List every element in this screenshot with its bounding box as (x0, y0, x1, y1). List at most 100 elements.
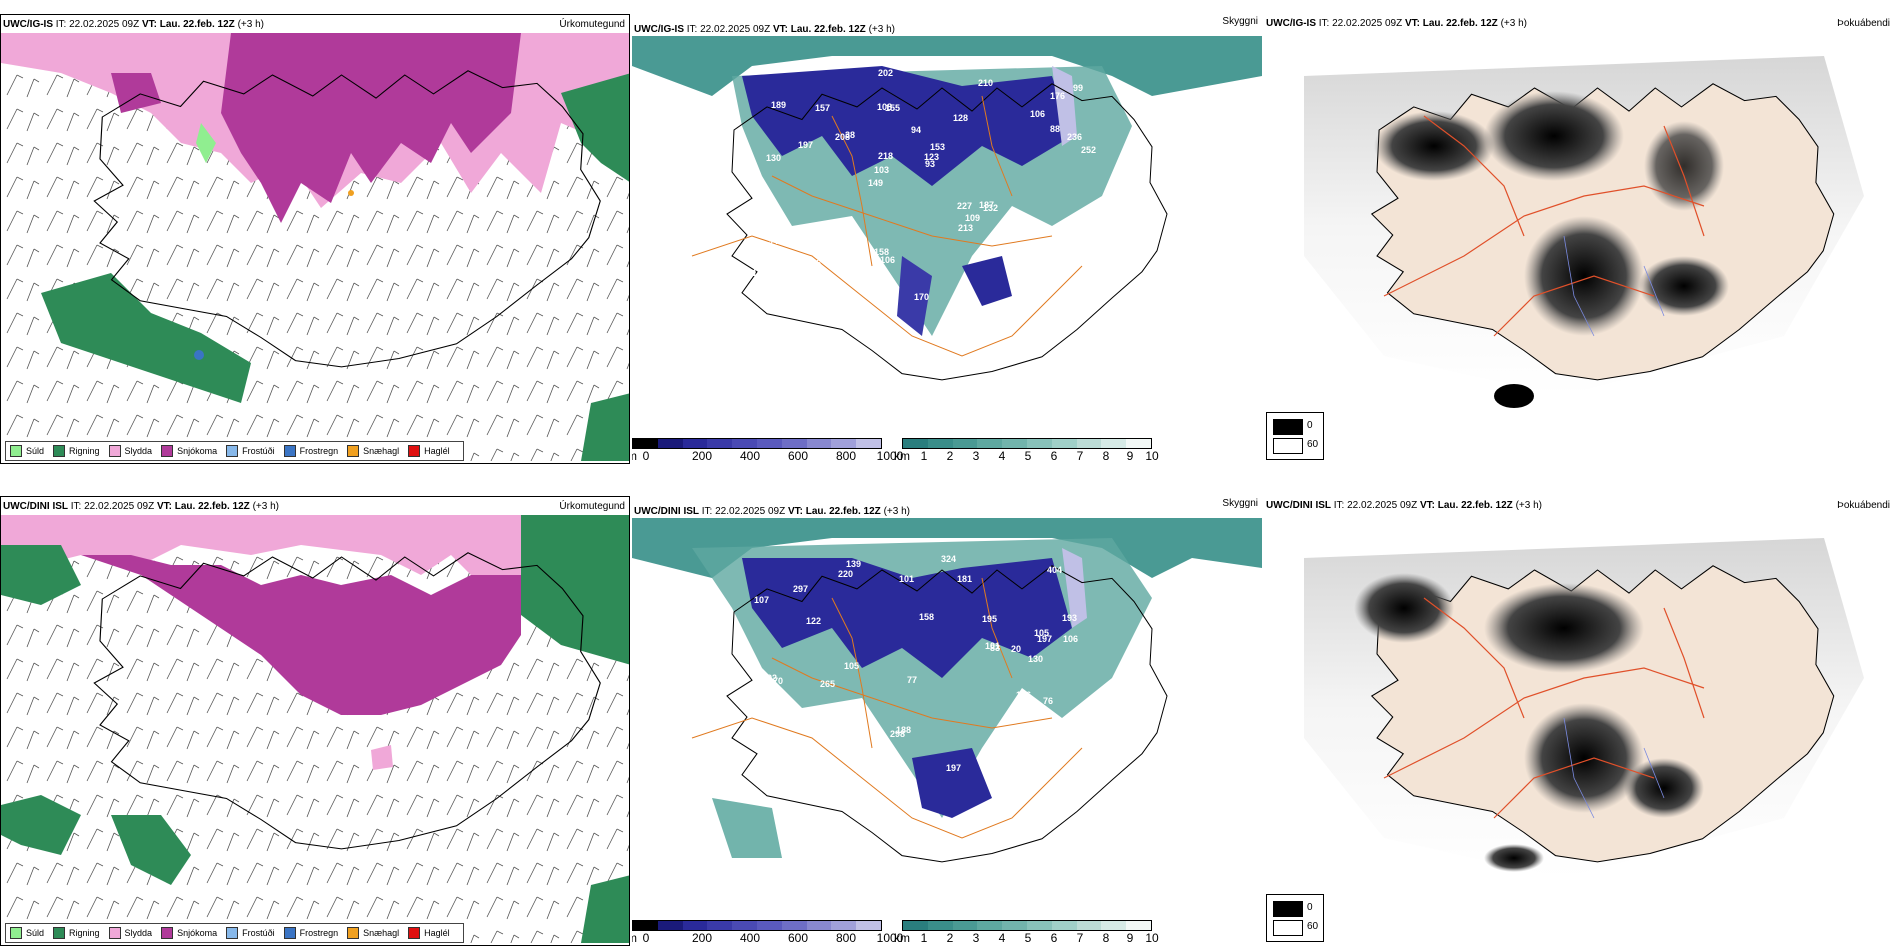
visibility-value-label: 83 (777, 231, 787, 241)
visibility-value-label: 197 (798, 140, 813, 150)
visibility-value-label: 210 (978, 78, 993, 88)
visibility-value-label: 105 (844, 661, 859, 671)
visibility-value-label: 132 (983, 203, 998, 213)
panel-product-name: Skyggni (1222, 498, 1258, 509)
visibility-value-label: 227 (957, 201, 972, 211)
colorbar-height-m: m02004006008001000 (632, 438, 903, 464)
visibility-value-label: 149 (868, 178, 883, 188)
visibility-value-label: 130 (1028, 654, 1043, 664)
panel-precip-type-dini: UWC/DINI ISL IT: 22.02.2025 09Z VT: Lau.… (0, 496, 630, 946)
visibility-value-label: 189 (771, 100, 786, 110)
visibility-value-label: 83 (990, 643, 1000, 653)
visibility-value-label: 122 (806, 616, 821, 626)
sleet-area (1, 515, 541, 585)
visibility-map: 143 193 135 158 218 139 105 291 404 122 106 107 130 9… (632, 518, 1262, 863)
visibility-value-label: 213 (958, 223, 973, 233)
legend-item: Slydda (108, 445, 152, 457)
visibility-value-label: 298 (890, 729, 905, 739)
legend-item: Snjókoma (161, 445, 217, 457)
panel-precip-type-igis: UWC/IG-IS IT: 22.02.2025 09Z VT: Lau. 22… (0, 14, 630, 464)
visibility-value-label: 135 (1058, 737, 1073, 747)
visibility-value-label: 106 (1063, 634, 1078, 644)
panel-product-name: Skyggni (1222, 16, 1258, 27)
visibility-value-label: 191 (817, 230, 832, 240)
legend-item: Slydda (108, 927, 152, 939)
legend-item: Snjókoma (161, 927, 217, 939)
visibility-labels: 1311301761491281101089483381261561551531… (752, 68, 1096, 302)
visibility-value-label: 291 (839, 736, 854, 746)
visibility-value-label: 188 (896, 725, 911, 735)
road-network (1383, 597, 1705, 819)
panel-product-name: Úrkomutegund (559, 19, 625, 30)
rain-area (561, 73, 629, 182)
visibility-value-label: 283 (816, 276, 831, 286)
panel-title: UWC/IG-IS IT: 22.02.2025 09Z VT: Lau. 22… (634, 24, 895, 35)
panel-title: UWC/IG-IS IT: 22.02.2025 09Z VT: Lau. 22… (3, 19, 264, 30)
visibility-value-label: 110 (783, 283, 798, 293)
legend-item: Haglél (408, 927, 450, 939)
legend-item: Rigning (53, 445, 100, 457)
rain-area (521, 515, 629, 665)
legend-item: Súld (10, 445, 44, 457)
visibility-value-label: 77 (907, 675, 917, 685)
visibility-value-label: 76 (1043, 696, 1053, 706)
colorbar-visibility-km: km 1 2 3 4 5 6 7 8 9 10 (894, 920, 1162, 946)
visibility-labels: 143 193 135 158 218 139 105 291 404 122 106 107 130 9… (754, 554, 1097, 782)
precip-type-map (1, 33, 629, 461)
precip-legend: Súld Rigning Slydda Snjókoma Frostúði Fr… (5, 441, 464, 461)
road-network (1383, 115, 1705, 337)
visibility-value-label: 106 (1030, 109, 1045, 119)
legend-item: Snæhagl (347, 927, 399, 939)
panel-fog-igis: UWC/IG-IS IT: 22.02.2025 09Z VT: Lau. 22… (1264, 14, 1894, 464)
visibility-value-label: 101 (899, 574, 914, 584)
road-network (691, 577, 1083, 839)
panel-fog-dini: UWC/DINI ISL IT: 22.02.2025 09Z VT: Lau.… (1264, 496, 1894, 946)
visibility-value-label: 265 (820, 679, 835, 689)
precip-type-map (1, 515, 629, 943)
visibility-value-label: 158 (919, 612, 934, 622)
visibility-value-label: 106 (880, 255, 895, 265)
visibility-value-label: 218 (878, 151, 893, 161)
visibility-value-label: 143 (1027, 727, 1042, 737)
visibility-value-label: 236 (1067, 132, 1082, 142)
precip-legend: Súld Rigning Slydda Snjókoma Frostúði Fr… (5, 923, 464, 943)
legend-item: Rigning (53, 927, 100, 939)
legend-item: Frostregn (283, 927, 338, 939)
visibility-value-label: 157 (815, 103, 830, 113)
visibility-value-label: 297 (793, 584, 808, 594)
visibility-value-label: 88 (1050, 124, 1060, 134)
visibility-value-label: 155 (885, 103, 900, 113)
visibility-value-label: 404 (1047, 565, 1062, 575)
visibility-value-label: 195 (982, 614, 997, 624)
legend-item: Súld (10, 927, 44, 939)
visibility-value-label: 105 (1034, 628, 1049, 638)
visibility-value-label: 108 (877, 102, 892, 112)
visibility-value-label: 111 (755, 284, 769, 294)
visibility-value-label: 93 (869, 769, 879, 779)
visibility-value-label: 130 (766, 153, 781, 163)
visibility-value-label: 20 (1011, 644, 1021, 654)
visibility-value-label: 187 (979, 200, 994, 210)
visibility-map: 1311301761491281101089483381261561551531… (632, 36, 1262, 381)
legend-item: Frostúði (226, 445, 275, 457)
snow-area (221, 33, 521, 223)
fog-legend: 0 60 (1266, 894, 1324, 942)
panel-product-name: Úrkomutegund (559, 501, 625, 512)
panel-visibility-igis: UWC/IG-IS IT: 22.02.2025 09Z VT: Lau. 22… (632, 14, 1262, 464)
visibility-value-label: 192 (762, 673, 777, 683)
visibility-value-label: 218 (763, 756, 778, 766)
visibility-value-label: 139 (846, 559, 861, 569)
visibility-value-label: 99 (1073, 83, 1083, 93)
visibility-value-label: 370 (768, 676, 783, 686)
visibility-value-label: 109 (965, 213, 980, 223)
visibility-value-label: 158 (874, 247, 889, 257)
visibility-value-label: 197 (1037, 634, 1052, 644)
legend-item: Frostúði (226, 927, 275, 939)
legend-item: Frostregn (283, 445, 338, 457)
visibility-value-label: 208 (835, 132, 850, 142)
visibility-value-label: 156 (806, 258, 821, 268)
visibility-value-label: 93 (925, 159, 935, 169)
visibility-value-label: 202 (878, 68, 893, 78)
low-visibility-area (742, 66, 1072, 186)
panel-title: UWC/IG-IS IT: 22.02.2025 09Z VT: Lau. 22… (1266, 18, 1527, 29)
